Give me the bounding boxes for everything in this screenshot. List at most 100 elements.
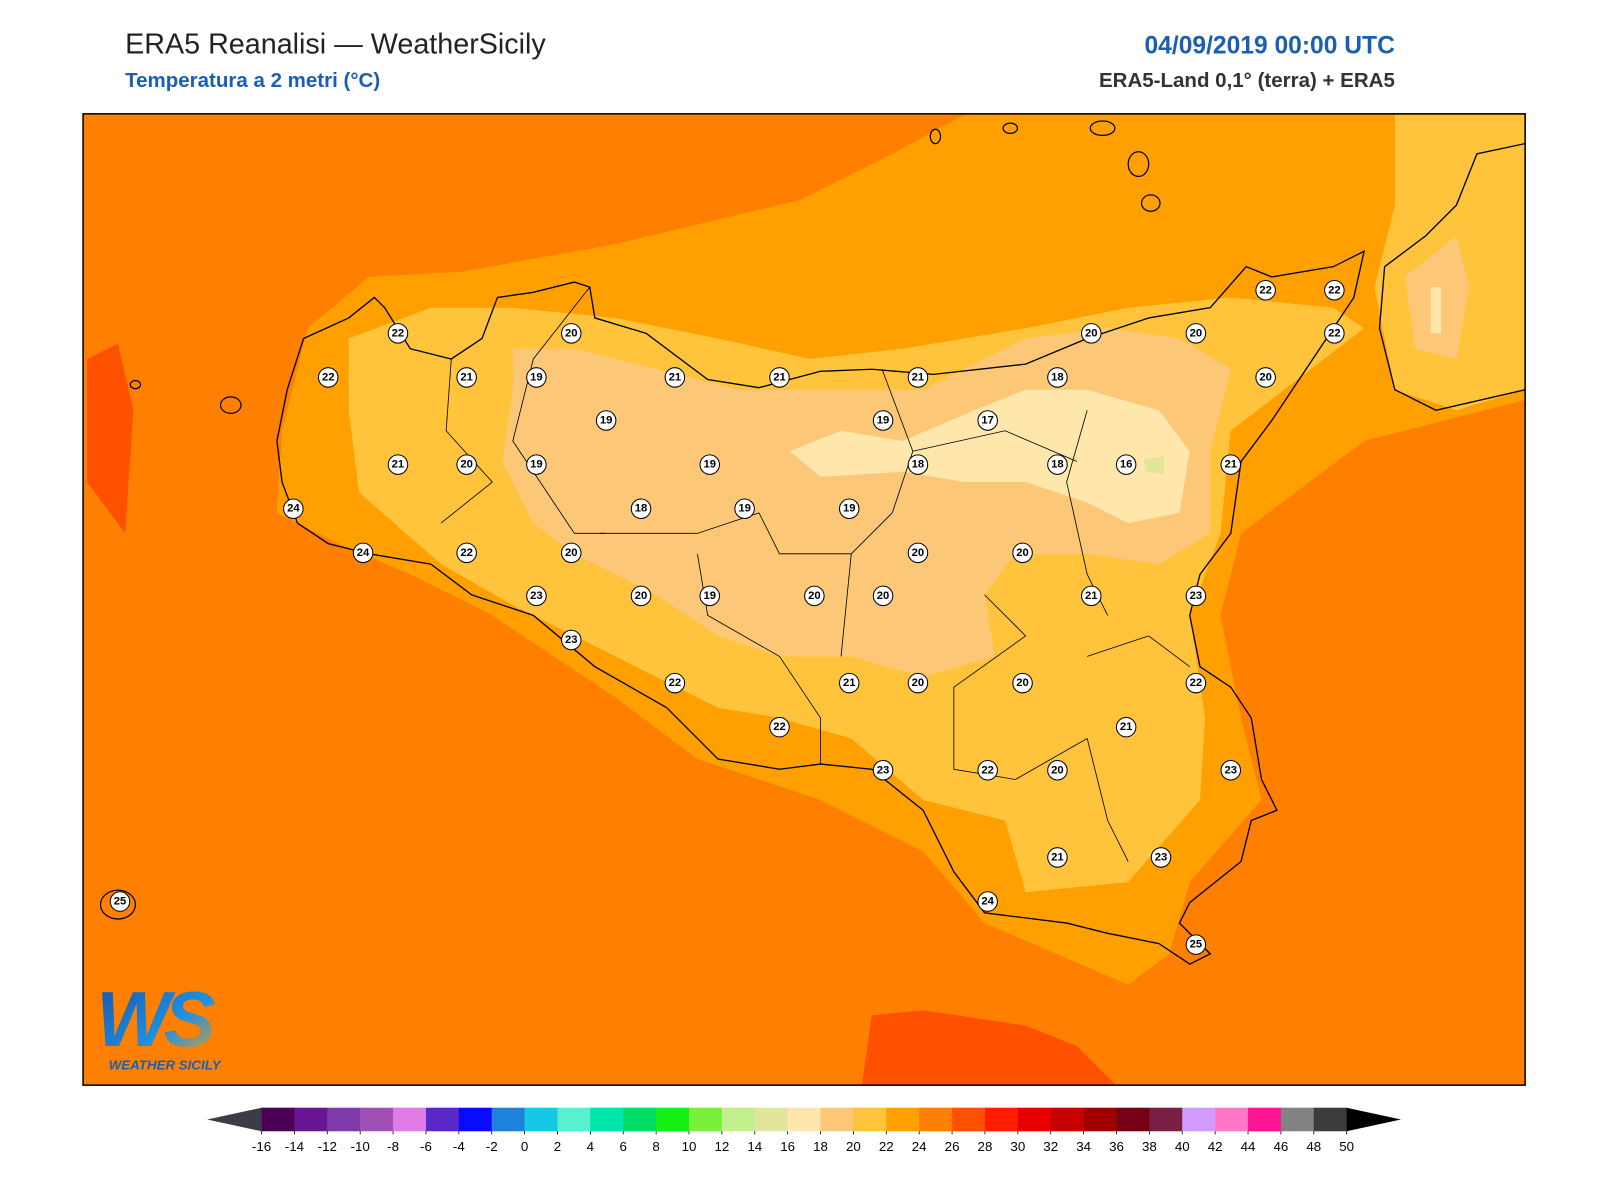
station-value: 21 xyxy=(460,371,473,383)
station-marker xyxy=(1115,716,1137,738)
station-marker xyxy=(977,410,998,431)
station-value: 19 xyxy=(600,415,613,427)
colorbar-segment xyxy=(952,1107,986,1132)
station-value: 20 xyxy=(460,459,473,471)
colorbar-tick-label: 40 xyxy=(1175,1139,1190,1154)
colorbar-over xyxy=(1346,1107,1402,1132)
colorbar-segment xyxy=(491,1107,526,1132)
station-value: 19 xyxy=(530,459,543,471)
coastline xyxy=(1378,142,1526,411)
colorbar-tick-label: 14 xyxy=(747,1139,762,1154)
colorbar-segment xyxy=(1182,1107,1216,1132)
colorbar-segment xyxy=(393,1107,427,1132)
station-value: 16 xyxy=(1120,459,1133,471)
colorbar-tick-label: -10 xyxy=(351,1139,370,1154)
colorbar-tick-label: 20 xyxy=(846,1139,861,1154)
colorbar-tick-label: 8 xyxy=(652,1139,659,1154)
logo-name: WEATHER SICILY xyxy=(109,1058,222,1073)
station-value: 21 xyxy=(1085,590,1098,602)
coastline xyxy=(276,250,1366,965)
station-marker xyxy=(769,367,790,388)
station-marker xyxy=(387,454,409,475)
station-value: 19 xyxy=(703,590,716,602)
colorbar-segment xyxy=(327,1107,361,1132)
station-value: 21 xyxy=(1225,459,1238,471)
station-value: 20 xyxy=(1016,547,1029,559)
colorbar-segment xyxy=(1149,1107,1183,1132)
station-value: 20 xyxy=(912,547,925,559)
logo: WS WEATHER SICILY xyxy=(96,975,222,1073)
colorbar-segment xyxy=(623,1107,657,1132)
station-marker xyxy=(1047,847,1068,868)
colorbar-tick-label: -16 xyxy=(252,1139,271,1154)
colorbar-segment xyxy=(360,1107,394,1132)
colorbar-segment xyxy=(1050,1107,1085,1132)
colorbar-segment xyxy=(557,1107,591,1132)
island xyxy=(929,128,942,145)
logo-mark: WS xyxy=(96,975,215,1063)
colorbar-segment xyxy=(1017,1107,1052,1132)
station-marker xyxy=(734,498,755,519)
colorbar-segment xyxy=(590,1107,624,1132)
colorbar-tick-label: 18 xyxy=(813,1139,828,1154)
colorbar-tick-label: 46 xyxy=(1273,1139,1288,1154)
colorbar-tick-label: 16 xyxy=(780,1139,795,1154)
station-value: 18 xyxy=(635,503,648,515)
station-value: 24 xyxy=(287,503,300,515)
temp-zone xyxy=(87,343,134,534)
colorbar-tick-label: 26 xyxy=(945,1139,960,1154)
colorbar-tick-label: 42 xyxy=(1208,1139,1223,1154)
station-marker xyxy=(526,454,547,475)
colorbar-tick-label: 22 xyxy=(879,1139,894,1154)
station-marker xyxy=(664,367,686,388)
station-value: 24 xyxy=(981,896,994,908)
station-value: 22 xyxy=(460,547,473,559)
station-value: 23 xyxy=(565,634,578,646)
island xyxy=(1140,194,1161,212)
station-marker xyxy=(526,367,547,388)
station-marker xyxy=(907,367,929,388)
station-marker xyxy=(907,672,929,694)
province-border xyxy=(1087,635,1190,667)
colorbar-tick-label: -14 xyxy=(285,1139,305,1154)
station-value: 22 xyxy=(669,677,682,689)
station-marker xyxy=(1081,585,1102,607)
colorbar-segment xyxy=(787,1107,822,1132)
colorbar-segment xyxy=(721,1107,756,1132)
station-value: 23 xyxy=(877,764,890,776)
colorbar-segment xyxy=(458,1107,493,1132)
colorbar-tick-label: 10 xyxy=(682,1139,697,1154)
temp-zone xyxy=(1143,456,1165,474)
colorbar-segment xyxy=(754,1107,789,1132)
colorbar-tick-label: 48 xyxy=(1306,1139,1321,1154)
station-marker xyxy=(595,410,617,431)
station-value: 22 xyxy=(981,764,994,776)
station-marker xyxy=(352,542,374,564)
colorbar-tick-label: 32 xyxy=(1043,1139,1058,1154)
colorbar-tick-label: -8 xyxy=(387,1139,399,1154)
temp-zone xyxy=(861,1010,1116,1086)
station-value: 17 xyxy=(981,415,994,427)
island xyxy=(1089,120,1116,136)
colorbar-segment xyxy=(1215,1107,1249,1132)
station-marker xyxy=(838,498,860,519)
colorbar-segment xyxy=(294,1107,328,1132)
colorbar-segment xyxy=(853,1107,887,1132)
station-marker xyxy=(769,716,790,738)
colorbar-segment xyxy=(1313,1107,1348,1132)
colorbar-tick-label: 44 xyxy=(1241,1139,1256,1154)
station-marker xyxy=(1150,847,1172,868)
island xyxy=(1127,151,1150,178)
station-value: 20 xyxy=(1051,764,1064,776)
station-value: 22 xyxy=(322,371,335,383)
station-marker xyxy=(1220,454,1242,475)
map: 22 20 22 21 19 21 21 21 18 20 20 22 22 22 20 19 19 17 21 20… xyxy=(83,113,1526,1086)
station-value: 20 xyxy=(635,590,648,602)
title: ERA5 Reanalisi — WeatherSicily xyxy=(125,28,546,60)
colorbar-tick-label: 36 xyxy=(1109,1139,1124,1154)
station-marker xyxy=(1185,585,1207,607)
colorbar-tick-label: 30 xyxy=(1010,1139,1025,1154)
station-marker xyxy=(1047,759,1068,781)
colorbar-tick-label: 24 xyxy=(912,1139,927,1154)
station-value: 18 xyxy=(912,459,925,471)
